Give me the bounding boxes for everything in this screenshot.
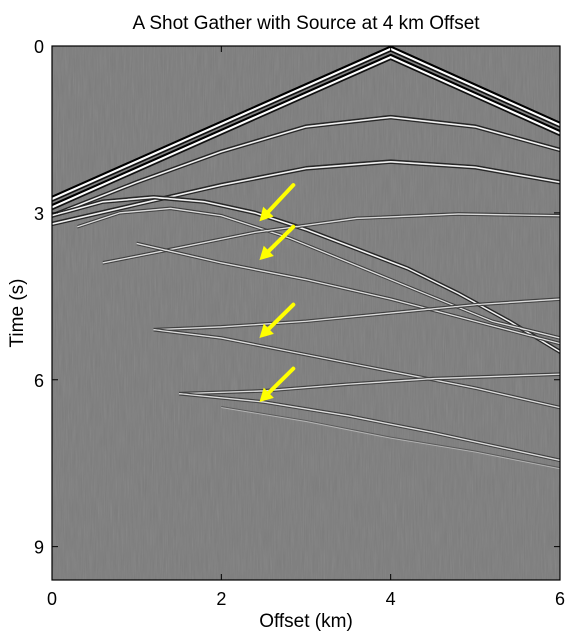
reflection-event-2-trace-2	[52, 118, 560, 218]
arrow-annotations	[259, 183, 296, 402]
diffraction-event-5-trace-1	[77, 207, 560, 339]
x-axis-ticks: 0 2 4 6	[47, 46, 565, 609]
reflection-event-7-trace-2	[136, 244, 560, 346]
reflection-event-9-trace-1	[153, 329, 560, 409]
y-tick-label-1: 3	[34, 204, 44, 224]
reflection-event-3-trace-1	[52, 160, 560, 225]
x-tick-label-1: 2	[216, 589, 226, 609]
reflection-event-7-trace-1	[136, 242, 560, 345]
reflection-event-6-trace-1	[102, 213, 560, 264]
arrow-annotation-3-shaft	[263, 366, 296, 399]
reflection-event-12-trace-0	[221, 406, 560, 469]
x-tick-label-0: 0	[47, 589, 57, 609]
arrow-annotation-3-head	[259, 387, 274, 402]
reflection-event-12-trace-1	[221, 407, 560, 470]
reflection-event-8-trace-2	[153, 299, 560, 332]
arrow-annotation-2-head	[259, 323, 274, 339]
y-tick-label-0: 0	[34, 37, 44, 57]
reflection-event-11-trace-0	[178, 391, 560, 460]
reflection-event-6-trace-2	[102, 214, 560, 265]
arrow-annotation-0-head	[259, 206, 274, 222]
reflection-event-8-trace-1	[153, 298, 560, 331]
arrow-annotation-0-shaft	[262, 183, 296, 218]
chart-title: A Shot Gather with Source at 4 km Offset	[132, 13, 480, 34]
reflection-event-3-trace-2	[52, 162, 560, 227]
reflection-event-11-trace-1	[178, 393, 560, 461]
y-axis-label: Time (s)	[7, 279, 28, 348]
reflection-event-10-trace-0	[178, 372, 560, 393]
x-tick-label-3: 6	[555, 589, 565, 609]
reflection-event-11-trace-2	[178, 394, 560, 463]
reflection-event-2-trace-0	[52, 114, 560, 215]
direct-wave-event-1-trace-1	[52, 56, 560, 209]
reflection-event-9-trace-2	[153, 330, 560, 410]
plot-frame	[51, 45, 561, 581]
arrow-annotation-2-shaft	[263, 302, 296, 335]
diffraction-event-5-trace-2	[77, 209, 560, 340]
reflection-event-9-trace-0	[153, 327, 560, 407]
direct-wave-event-1-trace-2	[52, 58, 560, 211]
reflection-event-10-trace-1	[178, 373, 560, 395]
reflection-event-10-trace-2	[178, 375, 560, 396]
reflection-event-3-trace-0	[52, 159, 560, 224]
reflection-event-8-trace-0	[153, 297, 560, 329]
y-tick-label-2: 6	[34, 371, 44, 391]
seismic-events	[52, 46, 560, 470]
y-tick-label-3: 9	[34, 538, 44, 558]
arrow-annotation-1-head	[259, 245, 274, 261]
diffraction-event-5-trace-0	[77, 206, 560, 338]
reflection-event-2-trace-1	[52, 116, 560, 217]
diffraction-event-4-trace-1	[52, 196, 560, 353]
arrow-annotation-1-shaft	[263, 224, 296, 257]
reflection-event-7-trace-0	[136, 241, 560, 343]
diffraction-event-4-trace-0	[52, 194, 560, 351]
direct-wave-event-1-trace-0	[52, 53, 560, 207]
x-tick-label-2: 4	[386, 589, 396, 609]
reflection-event-6-trace-0	[102, 212, 560, 263]
y-axis-ticks: 0 3 6 9	[34, 37, 560, 558]
x-axis-label: Offset (km)	[259, 611, 353, 632]
